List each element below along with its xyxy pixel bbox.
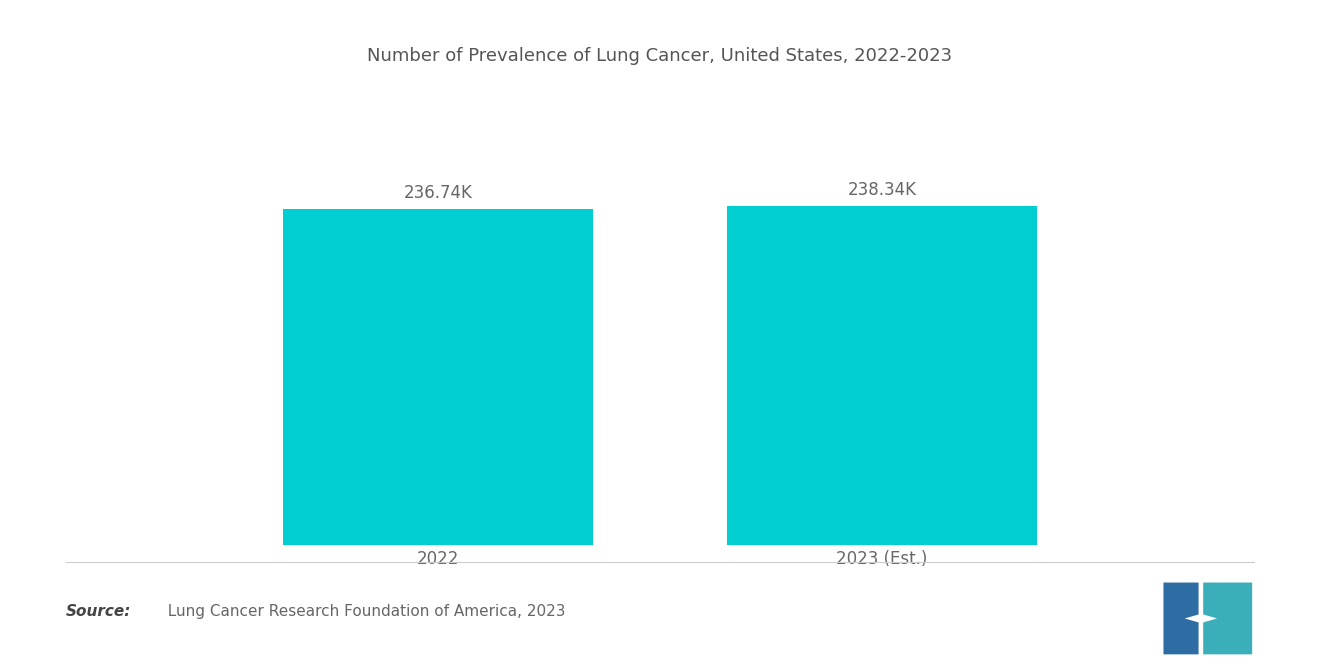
Text: 238.34K: 238.34K bbox=[847, 182, 916, 200]
Text: Number of Prevalence of Lung Cancer, United States, 2022-2023: Number of Prevalence of Lung Cancer, Uni… bbox=[367, 47, 953, 65]
Polygon shape bbox=[1163, 583, 1199, 654]
Bar bbox=[726, 206, 1038, 545]
Text: Lung Cancer Research Foundation of America, 2023: Lung Cancer Research Foundation of Ameri… bbox=[158, 604, 566, 619]
Bar bbox=[282, 209, 594, 545]
Text: 236.74K: 236.74K bbox=[404, 184, 473, 201]
Polygon shape bbox=[1203, 583, 1253, 654]
Text: Source:: Source: bbox=[66, 604, 132, 619]
